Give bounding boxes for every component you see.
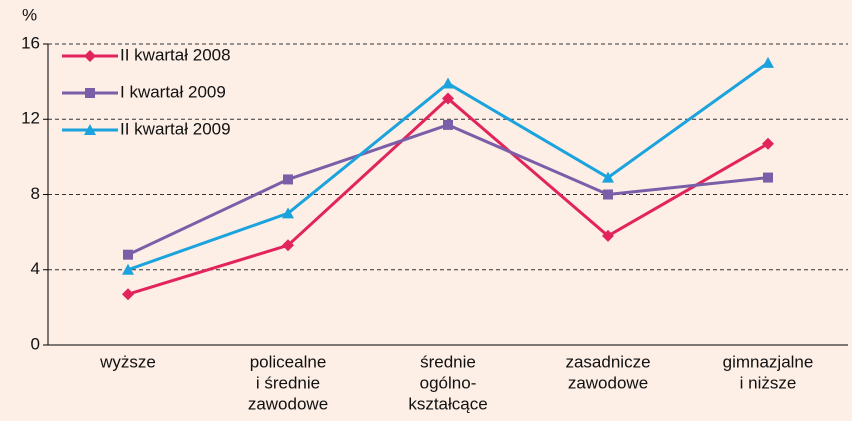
marker xyxy=(442,92,454,105)
y-tick-label: 8 xyxy=(31,184,40,203)
marker xyxy=(602,171,614,183)
y-axis-label: % xyxy=(22,5,37,24)
y-tick-label: 12 xyxy=(21,109,40,128)
marker xyxy=(602,229,614,242)
marker xyxy=(282,239,294,252)
legend-label: II kwartał 2009 xyxy=(120,119,231,138)
x-tick-label: zawodowe xyxy=(568,373,648,392)
marker xyxy=(443,119,453,130)
x-tick-label: i średnie xyxy=(256,373,320,392)
marker xyxy=(283,174,293,185)
y-tick-label: 16 xyxy=(21,33,40,52)
marker xyxy=(603,189,613,200)
y-tick-label: 4 xyxy=(31,259,40,278)
x-tick-label: średnie xyxy=(420,352,476,371)
x-tick-label: kształcące xyxy=(408,394,487,413)
marker xyxy=(762,137,774,150)
legend-label: II kwartał 2008 xyxy=(120,45,231,64)
marker xyxy=(84,124,96,135)
x-tick-label: gimnazjalne xyxy=(723,352,814,371)
y-tick-label: 0 xyxy=(31,334,40,353)
x-tick-label: zawodowe xyxy=(248,394,328,413)
marker xyxy=(762,56,774,68)
x-tick-label: ogólno- xyxy=(420,373,477,392)
x-tick-label: wyższe xyxy=(99,352,156,371)
marker xyxy=(84,50,96,62)
x-tick-label: policealne xyxy=(250,352,327,371)
marker xyxy=(763,172,773,183)
marker xyxy=(122,288,134,301)
marker xyxy=(442,77,454,89)
marker xyxy=(122,263,134,275)
x-tick-label: i niższe xyxy=(740,373,797,392)
marker xyxy=(123,249,133,260)
x-tick-label: zasadnicze xyxy=(565,352,650,371)
marker xyxy=(85,88,95,98)
marker xyxy=(282,207,294,219)
legend-label: I kwartał 2009 xyxy=(120,82,226,101)
